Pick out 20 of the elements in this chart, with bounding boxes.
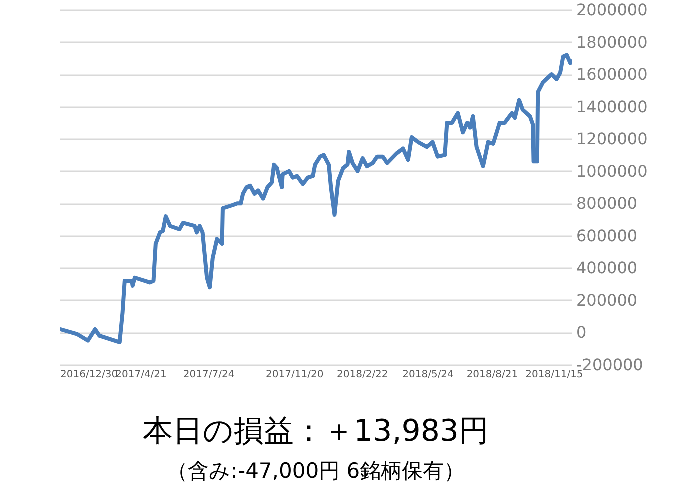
text: （含み:-47,000円 6銘柄保有） [166, 459, 466, 483]
x-tick-label: 2017/11/20 [266, 370, 324, 380]
y-tick-label: 400000 [576, 258, 638, 278]
y-tick-label: 800000 [576, 194, 638, 214]
x-tick-label: 2018/2/22 [337, 370, 388, 380]
y-tick-label: 200000 [576, 290, 638, 310]
y-tick-label: 1000000 [576, 162, 648, 181]
y-tick-label: 2000000 [576, 0, 648, 20]
x-tick-label: 2018/5/24 [402, 370, 454, 380]
y-tick-label: 1200000 [576, 130, 648, 149]
line-series [60, 53, 572, 344]
x-tick-label: 2018/8/21 [466, 370, 518, 380]
text: 本日の損益：＋13,983円 [143, 414, 489, 449]
y-tick-label: 1600000 [576, 65, 648, 84]
y-tick-label: 1800000 [576, 32, 648, 52]
x-tick-label: 2017/7/24 [183, 370, 235, 380]
y-tick-label: 1400000 [576, 97, 648, 116]
y-tick-label: 0 [576, 323, 587, 342]
y-tick-label: 600000 [576, 226, 638, 246]
x-tick-label: 2018/11/15 [526, 370, 584, 380]
